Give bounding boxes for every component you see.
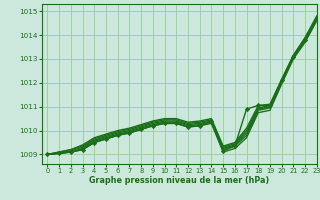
X-axis label: Graphe pression niveau de la mer (hPa): Graphe pression niveau de la mer (hPa) [89, 176, 269, 185]
